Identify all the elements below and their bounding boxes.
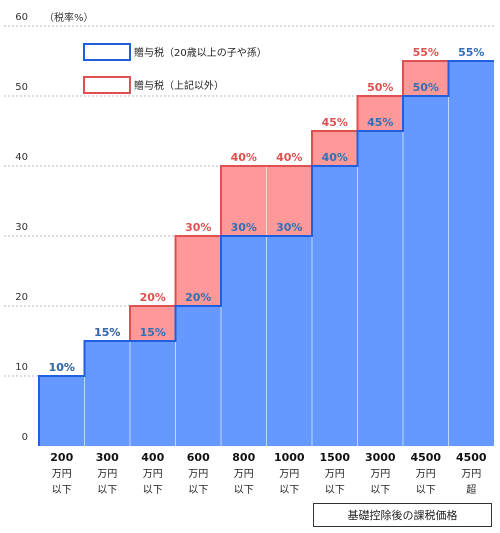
- bar-children: [130, 341, 176, 446]
- legend-swatch-children: [83, 43, 131, 61]
- bar-others: [266, 166, 312, 236]
- data-label-children: 55%: [458, 46, 484, 59]
- y-axis-title: （税率%）: [44, 11, 94, 24]
- x-tick-label-amount: 200: [50, 451, 73, 464]
- x-tick-label-qualifier: 以下: [416, 485, 436, 496]
- x-tick-label-unit: 万円: [370, 469, 390, 480]
- data-label-children: 50%: [413, 81, 439, 94]
- x-tick-label-unit: 万円: [52, 469, 72, 480]
- legend-swatch-others: [83, 76, 131, 94]
- y-tick-label: 60: [15, 12, 28, 23]
- bar-others: [403, 61, 449, 96]
- x-tick-label-amount: 600: [187, 451, 210, 464]
- data-labels: 10%10%15%15%20%15%30%20%40%30%40%30%45%4…: [49, 46, 485, 374]
- x-tick-label-qualifier: 超: [466, 483, 476, 496]
- data-label-others: 10%: [49, 361, 75, 374]
- x-tick-label-amount: 1000: [274, 451, 305, 464]
- bar-children: [84, 341, 130, 446]
- bar-others: [221, 166, 267, 236]
- data-label-children: 30%: [231, 221, 257, 234]
- step-line-children: [38, 60, 494, 446]
- data-label-children: 15%: [94, 326, 120, 339]
- x-tick-label-unit: 万円: [143, 469, 163, 480]
- data-label-others: 40%: [276, 151, 302, 164]
- bars: [39, 61, 494, 446]
- bar-others: [175, 236, 221, 306]
- x-tick-label-amount: 4500: [410, 451, 441, 464]
- bar-children: [175, 306, 221, 446]
- y-axis-ticks: 0 10 20 30 40 50 60: [15, 12, 28, 443]
- bar-others: [357, 96, 403, 131]
- data-label-others: 15%: [94, 326, 120, 339]
- x-tick-label-amount: 400: [141, 451, 164, 464]
- x-tick-label-qualifier: 以下: [97, 485, 117, 496]
- legend-label-others: 贈与税（上記以外）: [134, 79, 224, 92]
- x-tick-label-amount: 800: [232, 451, 255, 464]
- x-tick-label-amount: 4500: [456, 451, 487, 464]
- legend: 贈与税（20歳以上の子や孫） 贈与税（上記以外）: [83, 43, 267, 94]
- x-tick-label-unit: 万円: [188, 469, 208, 480]
- data-label-children: 30%: [276, 221, 302, 234]
- data-label-others: 55%: [413, 46, 439, 59]
- x-tick-label-qualifier: 以下: [234, 485, 254, 496]
- bar-others: [130, 306, 176, 341]
- x-tick-label-qualifier: 以下: [52, 485, 72, 496]
- legend-label-children: 贈与税（20歳以上の子や孫）: [134, 46, 267, 59]
- y-tick-label: 10: [15, 362, 28, 373]
- bar-children: [403, 96, 449, 446]
- x-axis-title: 基礎控除後の課税価格: [313, 503, 492, 527]
- data-label-others: 45%: [322, 116, 348, 129]
- data-label-children: 45%: [367, 116, 393, 129]
- x-tick-label-amount: 1500: [319, 451, 350, 464]
- y-tick-label: 40: [15, 152, 28, 163]
- x-tick-label-unit: 万円: [325, 469, 345, 480]
- data-label-children: 10%: [49, 361, 75, 374]
- y-tick-label: 50: [15, 82, 28, 93]
- x-tick-label-unit: 万円: [461, 469, 481, 480]
- data-label-others: 30%: [185, 221, 211, 234]
- x-tick-label-qualifier: 以下: [370, 485, 390, 496]
- y-tick-label: 20: [15, 292, 28, 303]
- data-label-others: 20%: [140, 291, 166, 304]
- x-tick-label-unit: 万円: [234, 469, 254, 480]
- bar-children: [448, 61, 494, 446]
- y-tick-label: 0: [22, 432, 28, 443]
- x-tick-label-qualifier: 以下: [143, 485, 163, 496]
- x-tick-label-qualifier: 以下: [188, 485, 208, 496]
- bar-children: [39, 376, 85, 446]
- x-tick-label-amount: 3000: [365, 451, 396, 464]
- x-tick-label-amount: 300: [96, 451, 119, 464]
- bar-others: [312, 131, 358, 166]
- x-tick-label-unit: 万円: [279, 469, 299, 480]
- bar-children: [312, 166, 358, 446]
- data-label-others: 40%: [231, 151, 257, 164]
- x-tick-label-qualifier: 以下: [279, 485, 299, 496]
- data-label-children: 15%: [140, 326, 166, 339]
- y-tick-label: 30: [15, 222, 28, 233]
- bar-children: [266, 236, 312, 446]
- bar-children: [357, 131, 403, 446]
- data-label-children: 20%: [185, 291, 211, 304]
- step-lines: [38, 60, 494, 446]
- x-tick-label-unit: 万円: [97, 469, 117, 480]
- x-tick-label-qualifier: 以下: [325, 485, 345, 496]
- x-tick-label-unit: 万円: [416, 469, 436, 480]
- bar-children: [221, 236, 267, 446]
- data-label-others: 50%: [367, 81, 393, 94]
- data-label-children: 40%: [322, 151, 348, 164]
